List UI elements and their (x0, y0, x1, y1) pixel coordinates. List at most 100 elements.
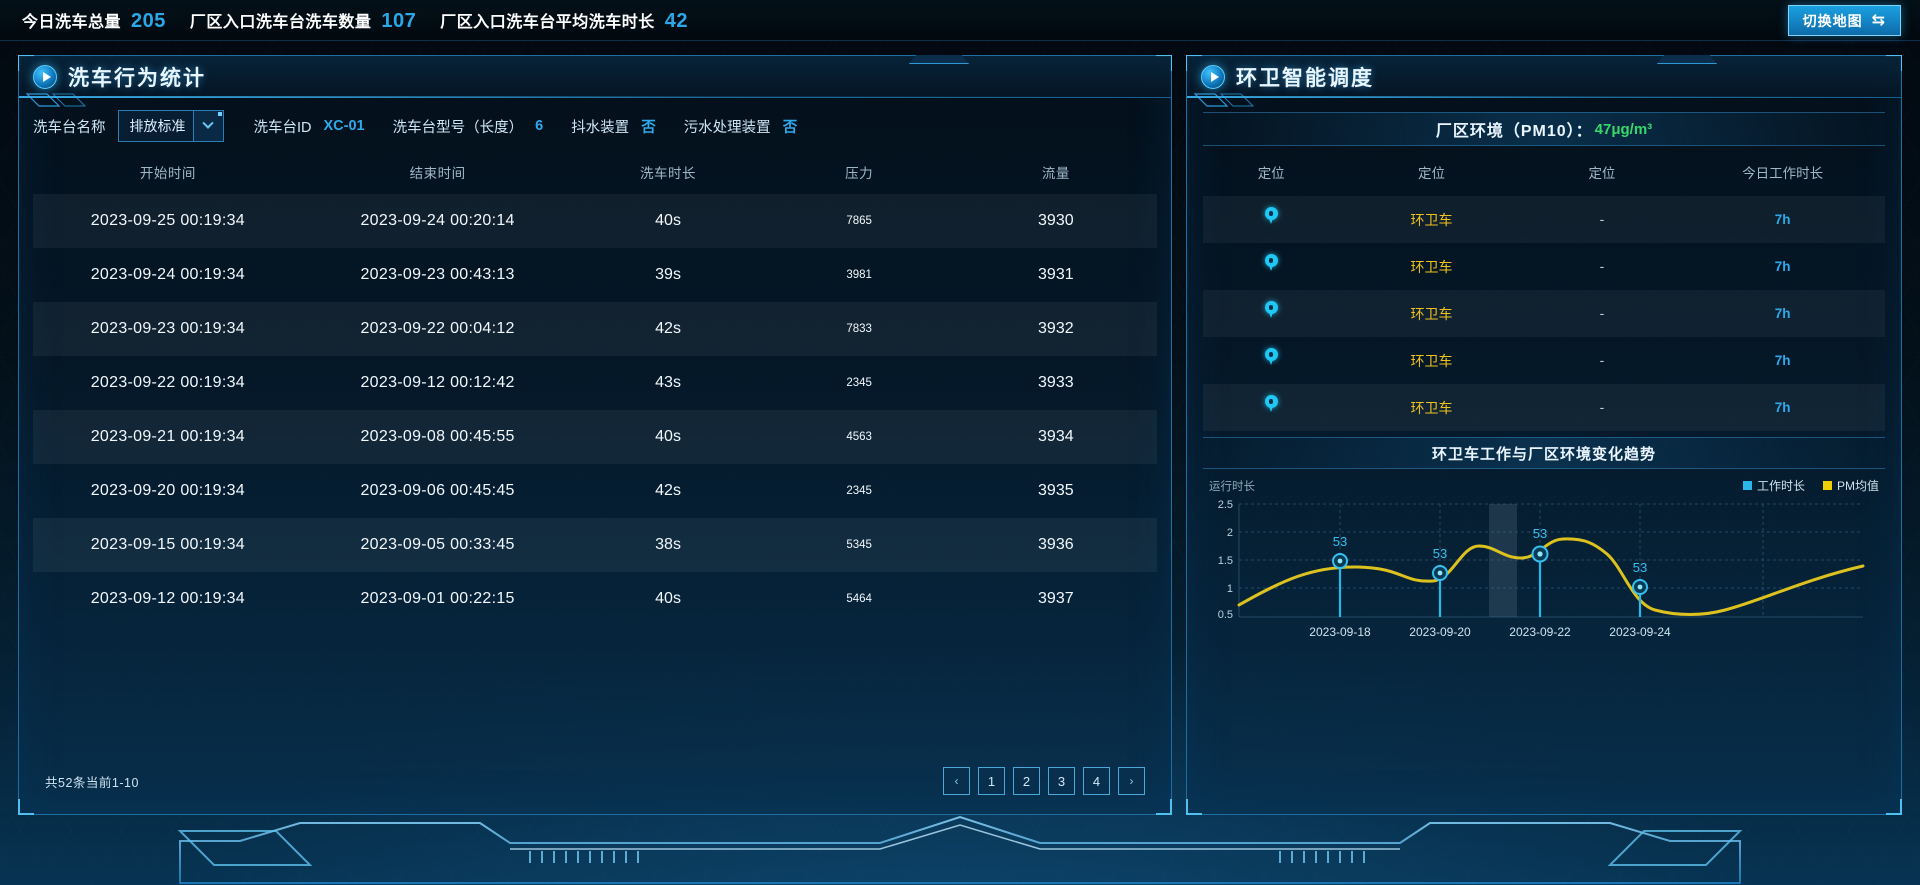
table-row[interactable]: 2023-09-21 00:19:34 2023-09-08 00:45:55 … (33, 410, 1157, 464)
chart-legend: 工作时长 PM均值 (1742, 477, 1879, 494)
kpi-label: 今日洗车总量 (22, 13, 122, 31)
chart-top-row: 运行时长 工作时长 PM均值 (1187, 469, 1901, 494)
col-start-time: 开始时间 (139, 166, 196, 181)
cell-end-time: 2023-09-12 00:12:42 (360, 374, 515, 391)
col-wash-duration: 洗车时长 (640, 166, 697, 181)
panel-title: 环卫智能调度 (1236, 66, 1374, 90)
cell-location-pin[interactable] (1203, 196, 1340, 243)
vehicle-row[interactable]: 环卫车 - 7h (1203, 196, 1885, 243)
corner-decoration (1186, 799, 1202, 815)
cell-hours: 7h (1680, 196, 1885, 243)
cell-flow: 3935 (1038, 482, 1074, 499)
pagination-next-button[interactable]: › (1118, 767, 1145, 795)
cell-location-pin[interactable] (1203, 384, 1340, 431)
pagination-page-3[interactable]: 3 (1048, 767, 1075, 795)
table-row[interactable]: 2023-09-15 00:19:34 2023-09-05 00:33:45 … (33, 518, 1157, 572)
washbay-id-label: 洗车台ID (253, 119, 312, 136)
cell-pressure: 5345 (763, 518, 955, 572)
cell-location-pin[interactable] (1203, 337, 1339, 384)
col-location-2: 定位 (1417, 166, 1445, 181)
table-row[interactable]: 2023-09-12 00:19:34 2023-09-01 00:22:15 … (33, 572, 1157, 626)
chart-x-tick-3: 2023-09-24 (1609, 625, 1671, 639)
cell-vehicle: 环卫车 (1410, 352, 1453, 369)
trend-chart: 2.5 2 1.5 1 0.5 53 (1203, 498, 1885, 663)
cell-pressure: 7833 (763, 302, 955, 356)
cell-status: - (1523, 384, 1681, 431)
trend-title-bar: 环卫车工作与厂区环境变化趋势 (1203, 437, 1885, 469)
vehicle-table: 定位 定位 定位 今日工作时长 环卫车 - 7h 环卫车 (1203, 156, 1885, 431)
kpi-value: 205 (131, 9, 166, 32)
pagination-page-4[interactable]: 4 (1083, 767, 1110, 795)
cell-duration: 42s (572, 302, 764, 356)
location-pin-icon[interactable] (1264, 207, 1278, 227)
svg-text:53: 53 (1433, 546, 1447, 561)
environment-value: 47μg/m³ (1594, 120, 1653, 138)
cell-location-pin[interactable] (1203, 243, 1339, 290)
trend-title: 环卫车工作与厂区环境变化趋势 (1431, 445, 1656, 463)
vehicle-row[interactable]: 环卫车 - 7h (1203, 384, 1885, 431)
cell-start-time: 2023-09-23 00:19:34 (33, 302, 303, 356)
cell-start-time: 2023-09-20 00:19:34 (90, 482, 246, 499)
kpi-label: 厂区入口洗车台平均洗车时长 (440, 13, 655, 31)
cell-pressure: 3981 (846, 269, 872, 281)
cell-pressure: 2345 (846, 377, 872, 389)
cell-end-time: 2023-09-08 00:45:55 (302, 410, 573, 464)
cell-end-time: 2023-09-05 00:33:45 (302, 518, 573, 572)
kpi-label: 厂区入口洗车台洗车数量 (189, 13, 372, 31)
col-location-1: 定位 (1257, 166, 1285, 181)
legend-item-pm-average[interactable]: PM均值 (1822, 477, 1879, 494)
kpi-total-washes: 今日洗车总量 205 (22, 8, 166, 33)
header-chevron-decoration (1193, 93, 1255, 107)
cell-hours: 7h (1774, 258, 1791, 274)
washbay-model-label: 洗车台型号（长度） (392, 119, 524, 136)
cell-location-pin[interactable] (1203, 290, 1340, 337)
environment-label: 厂区环境（PM10）： (1435, 123, 1593, 140)
pagination-page-1[interactable]: 1 (978, 767, 1005, 795)
location-pin-icon[interactable] (1264, 348, 1278, 368)
chart-line-pm-average (1237, 537, 1865, 616)
svg-text:1: 1 (1227, 583, 1233, 595)
washbay-name-select-value: 排放标准 (129, 118, 186, 134)
pagination: 共52条当前1-10 ‹ 1 2 3 4 › (19, 748, 1171, 814)
pagination-page-2[interactable]: 2 (1013, 767, 1040, 795)
chart-y-ticks: 2.5 2 1.5 1 0.5 (1218, 499, 1233, 621)
table-row[interactable]: 2023-09-24 00:19:34 2023-09-23 00:43:13 … (33, 248, 1157, 302)
chart-markers-work-duration: 53 53 53 53 (1332, 526, 1648, 617)
wash-records-table: 开始时间 结束时间 洗车时长 压力 流量 2023-09-25 00:19:34… (33, 154, 1157, 626)
legend-item-work-duration[interactable]: 工作时长 (1742, 477, 1805, 494)
cell-status: - (1523, 196, 1681, 243)
svg-text:2.5: 2.5 (1218, 499, 1233, 511)
svg-text:1.5: 1.5 (1218, 555, 1233, 567)
switch-map-button[interactable]: 切换地图 ⇆ (1787, 5, 1901, 36)
shake-device-label: 抖水装置 (571, 119, 630, 136)
table-row[interactable]: 2023-09-25 00:19:34 2023-09-24 00:20:14 … (33, 194, 1157, 248)
table-header-row: 开始时间 结束时间 洗车时长 压力 流量 (33, 154, 1157, 194)
cell-pressure: 5464 (846, 593, 872, 605)
cell-vehicle: 环卫车 (1339, 290, 1524, 337)
vehicle-row[interactable]: 环卫车 - 7h (1203, 290, 1885, 337)
vehicle-row[interactable]: 环卫车 - 7h (1203, 243, 1885, 290)
location-pin-icon[interactable] (1264, 301, 1278, 321)
chevron-down-icon[interactable] (192, 110, 224, 142)
table-row[interactable]: 2023-09-22 00:19:34 2023-09-12 00:12:42 … (33, 356, 1157, 410)
washbay-name-select[interactable]: 排放标准 (117, 110, 224, 142)
table-row[interactable]: 2023-09-20 00:19:34 2023-09-06 00:45:45 … (33, 464, 1157, 518)
cell-status: - (1599, 257, 1605, 274)
pagination-prev-button[interactable]: ‹ (943, 767, 970, 795)
table-row[interactable]: 2023-09-23 00:19:34 2023-09-22 00:04:12 … (33, 302, 1157, 356)
cell-vehicle: 环卫车 (1410, 258, 1453, 275)
svg-text:53: 53 (1333, 534, 1347, 549)
svg-text:53: 53 (1633, 560, 1647, 575)
bottom-hud-decoration (177, 815, 1743, 884)
washbay-name-label: 洗车台名称 (33, 119, 106, 136)
cell-pressure: 2345 (846, 485, 872, 497)
chart-x-tick-2: 2023-09-22 (1509, 625, 1571, 639)
location-pin-icon[interactable] (1264, 254, 1278, 274)
cell-flow: 3934 (954, 410, 1157, 464)
cell-flow: 3936 (954, 518, 1157, 572)
cell-duration: 38s (572, 518, 764, 572)
shake-device-value: 否 (641, 119, 656, 136)
vehicle-row[interactable]: 环卫车 - 7h (1203, 337, 1885, 384)
location-pin-icon[interactable] (1264, 395, 1278, 415)
corner-decoration (1886, 799, 1902, 815)
